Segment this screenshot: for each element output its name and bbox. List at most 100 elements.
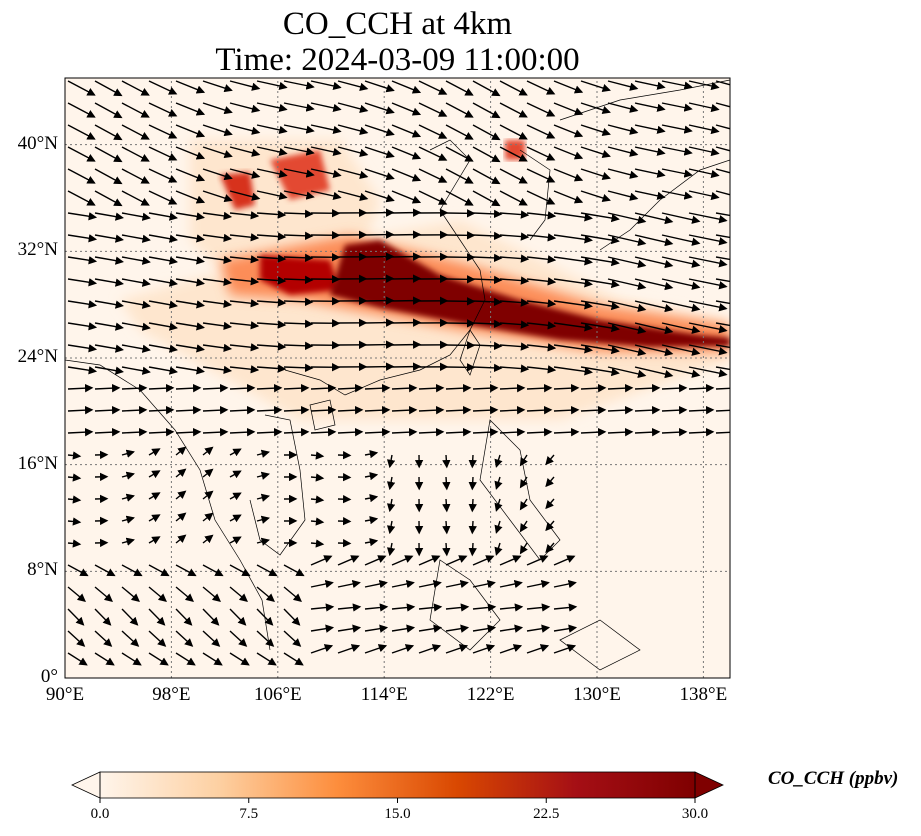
wind-arrow — [283, 297, 314, 307]
wind-arrow — [499, 124, 528, 140]
wind-arrow — [121, 146, 150, 162]
wind-arrow — [121, 234, 151, 243]
wind-arrow — [229, 233, 260, 242]
wind-arrow — [256, 427, 283, 437]
wind-arrow — [499, 190, 528, 206]
wind-arrow — [175, 212, 205, 221]
wind-arrow — [121, 256, 151, 265]
wind-arrow — [580, 300, 620, 311]
wind-arrow — [580, 366, 620, 377]
wind-arrow — [494, 542, 503, 556]
lon-tick-label: 114°E — [360, 684, 408, 705]
wind-arrow — [337, 555, 360, 566]
wind-arrow — [607, 383, 634, 393]
wind-arrow — [337, 190, 369, 201]
wind-arrow — [661, 234, 701, 246]
wind-arrow — [418, 427, 445, 437]
wind-arrow — [148, 536, 161, 545]
wind-arrow — [121, 586, 140, 602]
wind-arrow — [364, 603, 389, 612]
wind-arrow — [202, 255, 233, 265]
wind-arrow — [391, 80, 422, 94]
wind-arrow — [283, 190, 315, 200]
wind-arrow — [364, 230, 395, 239]
wind-arrow — [121, 564, 143, 577]
colorbar-tick-label: 30.0 — [681, 806, 709, 822]
wind-arrow — [256, 383, 283, 393]
wind-arrow — [688, 344, 728, 356]
wind-arrow — [202, 630, 221, 647]
wind-arrow — [526, 211, 557, 220]
wind-arrow — [364, 579, 388, 589]
wind-arrow — [67, 473, 82, 482]
wind-arrow — [67, 234, 98, 243]
wind-arrow — [175, 383, 202, 393]
wind-arrow — [442, 476, 451, 491]
wind-arrow — [148, 300, 178, 309]
colorbar-tick-label: 22.5 — [533, 806, 560, 822]
wind-arrow — [580, 212, 620, 223]
wind-arrow — [499, 276, 530, 285]
wind-arrow — [202, 490, 214, 500]
wind-arrow — [445, 102, 474, 118]
wind-arrow — [337, 579, 361, 589]
wind-arrow — [175, 102, 206, 116]
wind-arrow — [283, 363, 314, 373]
wind-arrow — [391, 208, 422, 217]
wind-arrow — [229, 321, 260, 330]
wind-arrow — [607, 427, 634, 437]
wind-arrow — [121, 405, 148, 415]
wind-arrow — [472, 644, 496, 654]
wind-arrow — [283, 383, 310, 393]
wind-arrow — [418, 603, 443, 612]
wind-arrow — [526, 190, 556, 205]
wind-arrow — [202, 277, 233, 287]
wind-arrow — [661, 256, 701, 268]
wind-arrow — [553, 405, 580, 415]
wind-arrow — [553, 234, 593, 244]
wind-arrow — [472, 275, 503, 285]
wind-arrow — [661, 405, 688, 415]
wind-arrow — [229, 102, 261, 113]
wind-arrow — [283, 231, 314, 241]
wind-arrow — [256, 254, 287, 263]
wind-arrow — [553, 555, 576, 566]
wind-arrow — [364, 471, 379, 481]
wind-arrow — [715, 124, 730, 130]
wind-arrow — [499, 298, 530, 307]
wind-arrow — [634, 212, 674, 225]
wind-arrow — [472, 80, 501, 97]
wind-arrow — [67, 168, 96, 184]
wind-arrow — [526, 383, 553, 393]
wind-arrow — [148, 212, 178, 221]
wind-arrow — [553, 624, 578, 633]
wind-arrow — [121, 124, 150, 140]
wind-arrow — [283, 146, 315, 156]
wind-arrow — [283, 319, 314, 329]
wind-arrow — [607, 405, 634, 415]
wind-arrow — [526, 365, 557, 374]
wind-arrow — [283, 124, 315, 134]
wind-arrow — [391, 296, 422, 305]
wind-arrow — [472, 383, 499, 393]
wind-arrow — [256, 449, 270, 458]
wind-arrow — [418, 555, 441, 566]
wind-arrow — [175, 278, 205, 287]
wind-arrow — [688, 124, 720, 135]
wind-arrow — [634, 278, 674, 291]
wind-arrow — [148, 630, 167, 647]
wind-arrow — [391, 340, 422, 349]
wind-arrow — [391, 252, 422, 261]
wind-arrow — [499, 579, 523, 589]
wind-arrow — [472, 427, 499, 437]
wind-arrow — [67, 102, 96, 118]
wind-arrow — [94, 256, 124, 265]
wind-arrow — [391, 230, 422, 239]
wind-arrow — [229, 405, 256, 415]
wind-arrow — [256, 405, 283, 415]
wind-arrow — [545, 520, 555, 532]
wind-arrow — [337, 146, 369, 157]
wind-arrow — [202, 365, 233, 375]
wind-arrow — [67, 517, 82, 526]
wind-arrow — [715, 256, 730, 261]
